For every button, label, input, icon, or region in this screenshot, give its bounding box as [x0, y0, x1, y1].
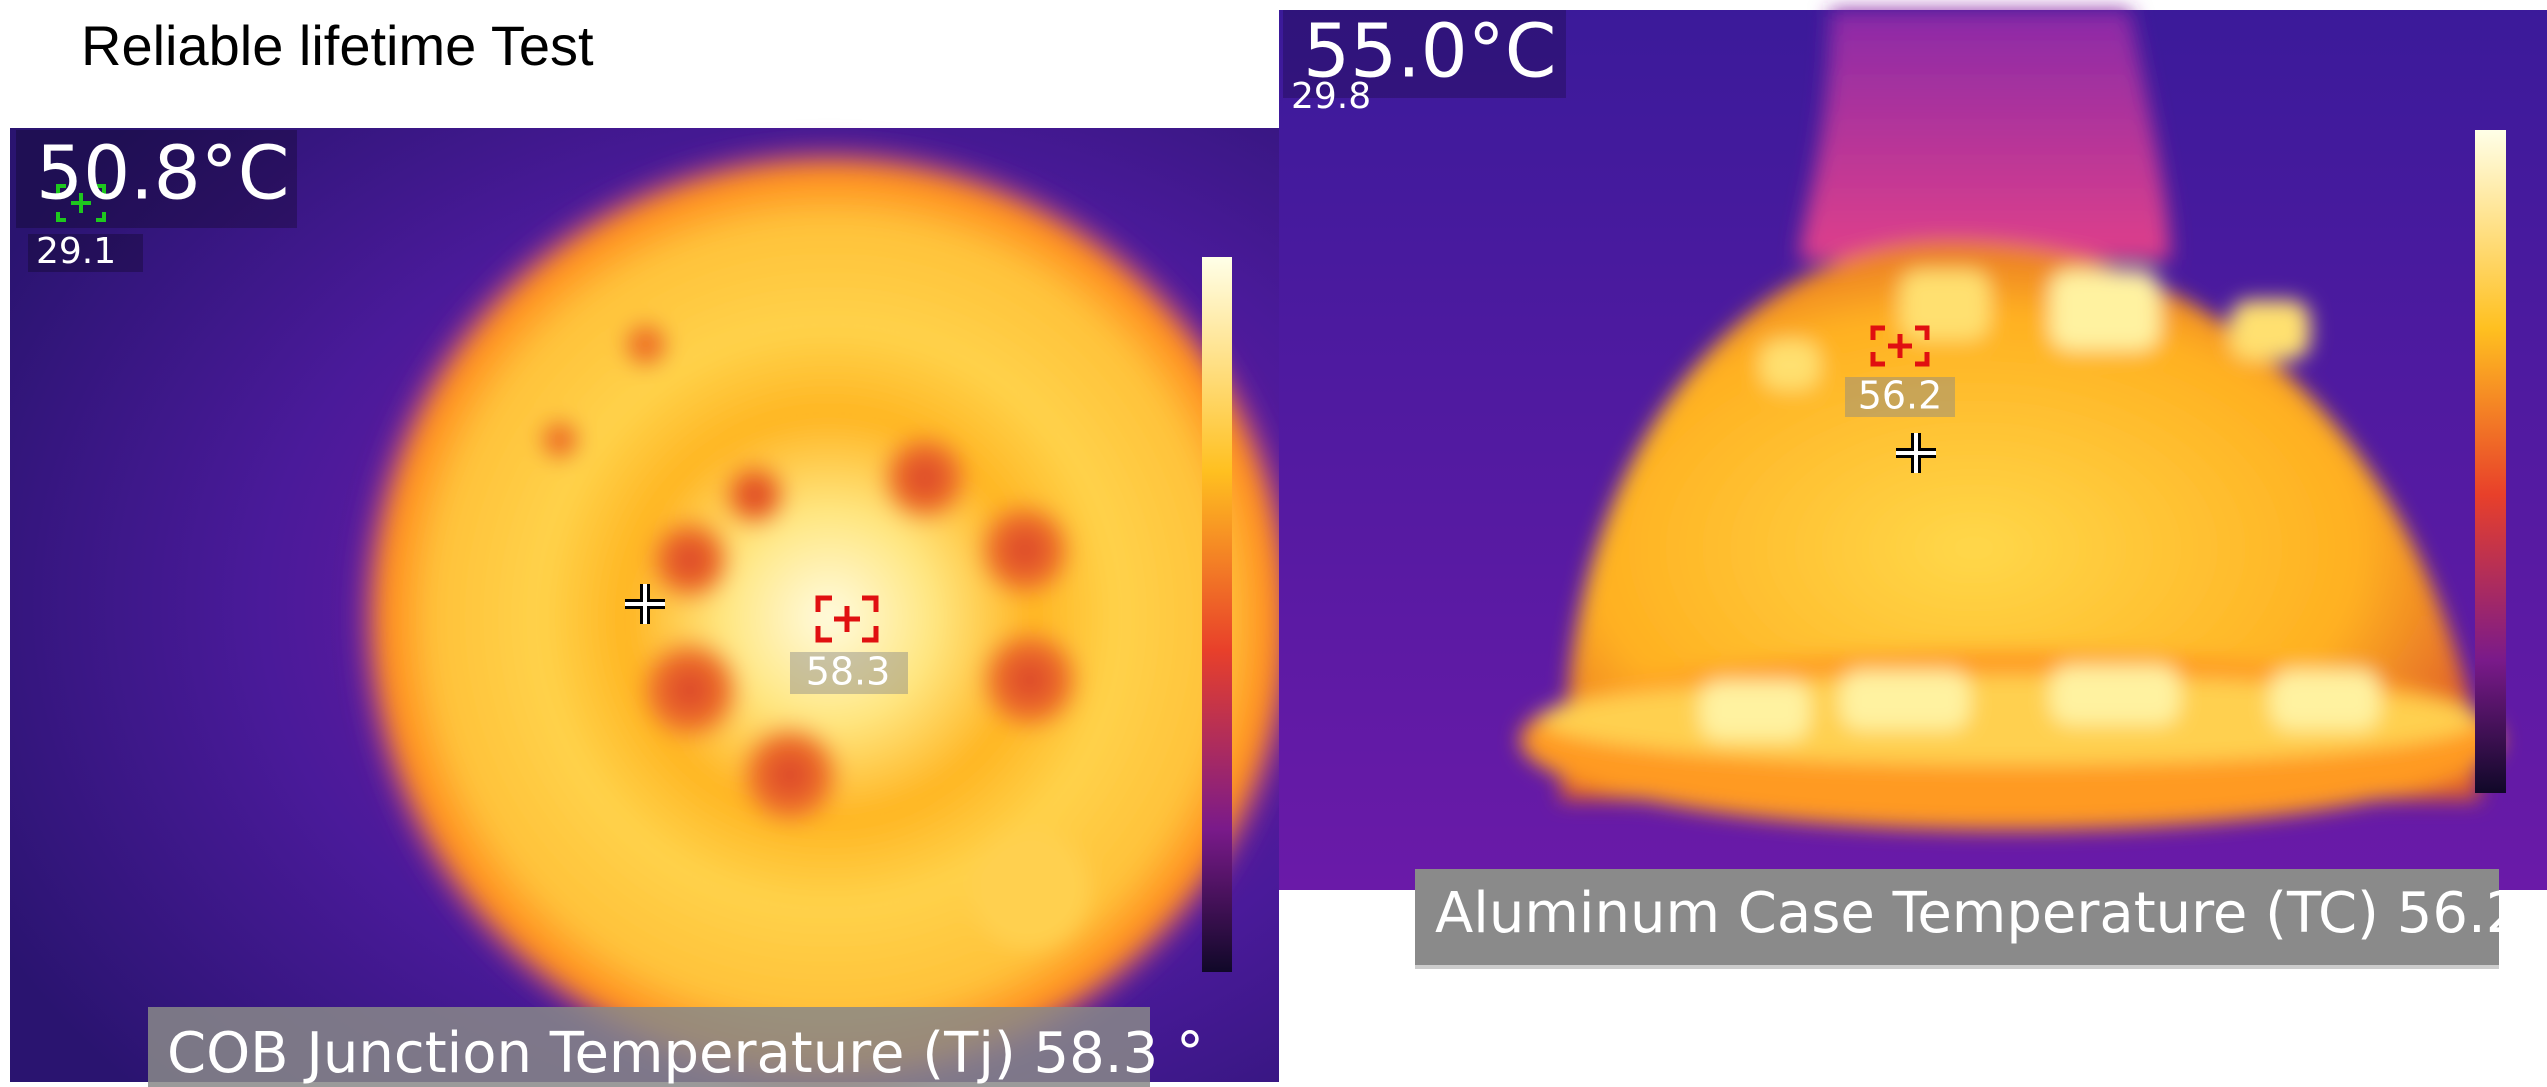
caption: COB Junction Temperature (Tj) 58.3 ° [167, 1021, 1204, 1086]
slide-title: Reliable lifetime Test [81, 14, 594, 77]
max-readout: 55.0°C [1303, 9, 1556, 95]
spot-value: 56.2 [1858, 374, 1943, 418]
max-readout: 50.8°C [36, 131, 289, 217]
caption-box [1415, 869, 2499, 965]
thermal-image-left [10, 128, 1309, 1087]
min-readout: 29.8 [1291, 76, 1371, 117]
spot-value: 58.3 [806, 650, 891, 694]
min-readout: 29.1 [36, 231, 116, 272]
caption-shadow [1415, 965, 2499, 969]
thermal-image-right [1279, 10, 2547, 890]
caption-box [148, 1007, 1150, 1087]
caption: Aluminum Case Temperature (TC) 56.2 ° [1435, 881, 2547, 946]
